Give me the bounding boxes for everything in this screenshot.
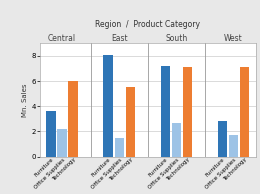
Bar xyxy=(114,138,124,157)
Bar xyxy=(183,67,192,157)
Text: West: West xyxy=(224,34,243,43)
Title: Region  /  Product Category: Region / Product Category xyxy=(95,20,200,29)
Bar xyxy=(229,135,238,157)
Text: South: South xyxy=(165,34,187,43)
Bar xyxy=(240,67,249,157)
Bar xyxy=(68,81,78,157)
Bar xyxy=(57,129,67,157)
Bar xyxy=(46,111,56,157)
Bar xyxy=(172,123,181,157)
Bar xyxy=(161,66,170,157)
Bar xyxy=(218,121,227,157)
Y-axis label: Mn. Sales: Mn. Sales xyxy=(22,83,28,117)
Bar xyxy=(126,87,135,157)
Text: Central: Central xyxy=(48,34,76,43)
Text: East: East xyxy=(111,34,128,43)
Bar xyxy=(103,55,113,157)
